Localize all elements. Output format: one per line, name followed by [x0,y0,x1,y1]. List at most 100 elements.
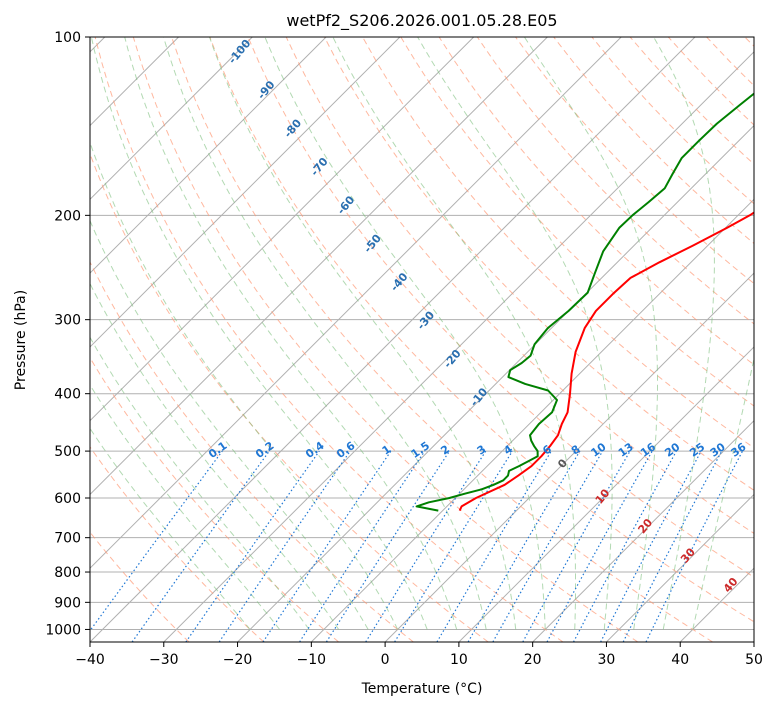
temperature-line [458,211,754,512]
mixing-ratio-line [365,450,487,642]
y-tick-label: 1000 [45,622,81,638]
mixing-ratio-line [546,450,653,642]
dry-adiabat-line [94,37,564,642]
isotherm-line [90,37,401,348]
isotherm-line [753,641,754,642]
dry-adiabat-line [285,37,754,535]
x-tick-label: 40 [671,652,689,668]
moist-adiabat-line [90,336,310,630]
adiabat-label: -90 [255,78,278,102]
mixing-ratio-line [522,450,631,642]
isotherm-line [90,37,696,642]
dry-adiabat-line [438,37,754,366]
dry-adiabat-line [90,446,265,642]
isotherm-line [163,51,754,642]
moist-adiabat-line [124,37,458,630]
dry-adiabat-line [90,152,489,642]
x-tick-label: 30 [598,652,616,668]
moist-adiabat-line [653,37,715,630]
y-tick-label: 300 [54,313,81,329]
dry-adiabat-line [323,37,754,491]
isotherm-line [606,493,754,642]
moist-adiabat-line [209,37,517,630]
mixing-ratio-label: 8 [569,442,583,457]
x-tick-label: −10 [297,652,327,668]
moist-adiabat-line [90,37,428,630]
y-tick-label: 400 [54,387,81,403]
mixing-ratio-line [131,450,270,642]
mixing-ratio-label: 3 [475,442,489,457]
x-tick-label: 0 [381,652,390,668]
y-tick-label: 700 [54,531,81,547]
moist-adiabat-line [692,356,754,630]
x-tick-label: −20 [223,652,253,668]
x-tick-label: −30 [149,652,179,668]
x-tick-label: −40 [75,652,105,668]
y-axis: 100 200 300 400 500 600 700 800 900 1000 [45,30,90,638]
mixing-ratio-line [185,450,320,642]
y-tick-label: 500 [54,444,81,460]
mixing-ratio-label: 2 [438,442,452,457]
mixing-ratio-label: 16 [638,440,658,460]
isopleth-labels: 0.1 0.2 0.4 0.6 1 1.5 2 3 4 6 8 10 13 16 20 25 30 36-100-… [206,37,749,595]
adiabat-label: -20 [441,347,464,371]
moist-adiabat-line [90,219,369,630]
chart-title: wetPf2_S206.2026.001.05.28.E05 [286,11,557,31]
adiabat-label: 10 [593,486,613,506]
mixing-ratio-line [299,450,426,642]
mixing-ratio-line [645,450,744,642]
mixing-ratio-label: 0.2 [253,439,276,461]
x-tick-label: 50 [745,652,763,668]
isotherm-line [458,346,754,642]
moist-adiabat-line [417,37,613,630]
mixing-ratio-label: 25 [687,440,707,459]
dry-adiabat-line [132,37,639,642]
adiabat-label: -10 [468,385,491,409]
mixing-ratio-line [262,450,392,642]
mixing-ratio-label: 13 [616,440,636,459]
adiabat-label: -30 [414,308,437,332]
moist-adiabat-line [163,37,487,630]
moist-adiabat-line [332,37,576,630]
dry-adiabat-line [706,37,754,87]
mixing-ratio-label: 10 [589,440,609,460]
isotherm-line [384,272,754,642]
adiabat-label: -50 [361,232,384,256]
adiabat-label: 30 [678,545,698,565]
mixing-ratio-line [572,450,677,642]
y-tick-label: 800 [54,565,81,581]
isotherm-line [237,124,754,642]
dry-adiabat-line [515,37,754,285]
x-axis: −40 −30 −20 −10 0 10 20 30 40 50 [75,642,763,668]
mixing-ratio-line [218,450,351,642]
moist-adiabat-line [90,384,280,630]
dry-adiabat-line [247,37,754,578]
mixing-ratio-line [436,450,552,642]
adiabat-label: -70 [308,155,331,179]
dry-adiabat-line [90,260,414,642]
mixing-ratio-line [90,450,223,632]
mixing-ratio-label: 30 [708,440,728,460]
mixing-ratio-label: 0.4 [303,439,327,461]
isotherm-line [310,198,754,642]
profile-series [415,92,754,512]
moist-adiabat-line [523,37,658,630]
adiabat-label: 20 [635,516,655,536]
dry-adiabat-line [171,37,713,642]
mixing-ratio-label: 20 [662,440,682,460]
y-tick-label: 600 [54,491,81,507]
adiabat-label: -40 [388,270,411,294]
background-lines [90,37,754,642]
y-tick-label: 900 [54,595,81,611]
isotherm-line [532,419,754,642]
dry-adiabat-line [744,37,754,47]
mixing-ratio-label: 1.5 [409,439,432,461]
adiabat-label: 40 [721,575,741,595]
isotherm-line [90,37,548,496]
y-tick-label: 200 [54,208,81,224]
dry-adiabat-line [476,37,754,325]
x-tick-label: 10 [450,652,468,668]
mixing-ratio-label: 0.1 [206,439,229,461]
adiabat-label: -60 [335,193,358,217]
